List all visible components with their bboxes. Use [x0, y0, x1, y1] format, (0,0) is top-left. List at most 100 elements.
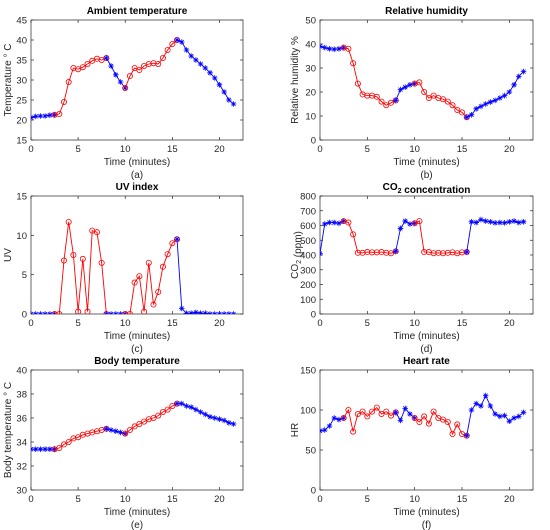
data-point: [31, 114, 34, 121]
data-point: [136, 273, 143, 280]
panel-caption: (b): [420, 170, 432, 181]
x-tick-label: 10: [120, 494, 131, 505]
data-point: [440, 250, 447, 257]
chart-title: Body temperature: [94, 356, 180, 367]
data-point: [230, 311, 237, 314]
data-point: [211, 75, 218, 81]
data-point: [113, 428, 119, 434]
panel-caption: (c): [131, 344, 143, 355]
y-tick-label: 50: [305, 16, 316, 27]
x-tick-label: 5: [75, 318, 80, 329]
data-point: [164, 251, 171, 258]
data-point: [506, 418, 513, 424]
y-tick-label: 32: [16, 462, 27, 473]
data-point: [463, 249, 470, 255]
y-tick-label: 150: [300, 366, 316, 377]
data-point: [56, 444, 63, 451]
data-point: [454, 107, 461, 114]
data-point: [478, 103, 484, 110]
data-layer: [31, 37, 237, 121]
data-point: [221, 417, 227, 424]
data-point: [216, 416, 223, 422]
data-point: [178, 400, 185, 407]
data-point: [51, 446, 58, 452]
data-point: [520, 68, 527, 75]
x-tick-label: 5: [75, 494, 80, 505]
data-point: [202, 65, 209, 71]
data-point: [402, 218, 408, 224]
y-tick-label: 30: [16, 76, 27, 87]
data-point: [150, 301, 157, 308]
data-point: [520, 219, 527, 225]
x-tick-label: 20: [214, 494, 225, 505]
data-point: [449, 430, 456, 437]
chart-title: UV index: [116, 182, 159, 193]
axes-box: [319, 195, 534, 315]
data-point: [482, 392, 489, 399]
data-point: [520, 409, 527, 416]
data-point: [411, 220, 418, 227]
data-point: [468, 407, 475, 413]
data-point: [497, 413, 503, 420]
data-point: [320, 428, 323, 434]
data-point: [188, 310, 194, 314]
y-tick-label: 700: [300, 206, 316, 217]
data-point: [321, 44, 328, 51]
data-point: [207, 414, 213, 420]
data-point: [373, 249, 380, 256]
data-point: [84, 308, 91, 314]
data-point: [350, 60, 357, 67]
data-point: [60, 99, 67, 106]
data-point: [164, 47, 171, 54]
data-point: [421, 249, 428, 256]
data-point: [478, 216, 484, 223]
data-point: [359, 408, 366, 415]
y-tick-label: 800: [300, 192, 316, 203]
data-point: [79, 64, 86, 71]
data-point: [416, 418, 423, 425]
chart-panel-2: 0 5 10 15 20 0 5 10 15 UV index Time (minutes) UV (c…: [3, 182, 244, 355]
data-point: [430, 92, 437, 99]
data-point: [136, 67, 143, 74]
x-tick-label: 5: [75, 144, 80, 155]
data-point: [392, 409, 399, 416]
x-tick-label: 20: [214, 144, 225, 155]
data-point: [37, 113, 44, 119]
y-axis-label: HR: [290, 423, 301, 437]
data-point: [487, 99, 494, 105]
data-point: [511, 415, 517, 421]
data-point: [103, 55, 110, 61]
data-point: [326, 46, 333, 52]
data-point: [345, 219, 352, 226]
data-point: [478, 403, 484, 409]
data-point: [421, 89, 428, 96]
data-point: [42, 446, 48, 452]
data-point: [340, 414, 347, 421]
data-point: [226, 97, 232, 103]
data-point: [468, 219, 475, 225]
x-tick-label: 0: [317, 144, 322, 155]
data-point: [169, 402, 176, 409]
data-point: [487, 403, 494, 409]
x-tick-label: 10: [409, 494, 420, 505]
x-tick-label: 20: [504, 494, 515, 505]
data-point: [444, 98, 451, 105]
data-point: [402, 84, 408, 90]
data-point: [407, 221, 413, 227]
data-point: [516, 73, 522, 80]
y-tick-label: 15: [16, 136, 27, 147]
data-point: [122, 311, 129, 314]
data-layer: [31, 400, 237, 453]
data-point: [435, 249, 442, 256]
data-point: [402, 405, 408, 412]
axes-box: [30, 369, 244, 491]
data-point: [336, 416, 342, 423]
y-tick-label: 40: [305, 40, 316, 51]
panel-caption: (a): [131, 170, 143, 181]
data-point: [32, 446, 39, 452]
data-point: [42, 113, 48, 119]
x-tick-label: 0: [317, 318, 322, 329]
data-point: [407, 411, 413, 417]
